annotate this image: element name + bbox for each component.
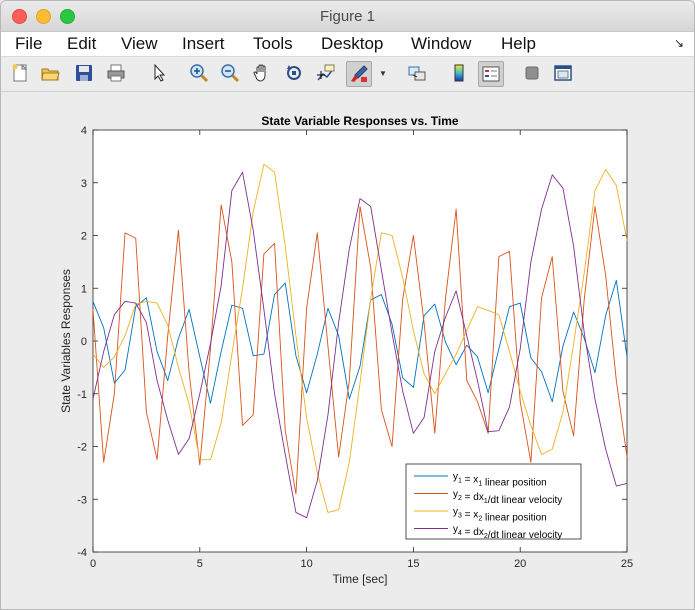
minimize-window-button[interactable] <box>36 9 51 24</box>
title-bar[interactable]: Figure 1 <box>1 1 694 32</box>
zoom-in-icon[interactable] <box>188 62 210 84</box>
save-icon[interactable] <box>73 62 95 84</box>
x-axis-label: Time [sec] <box>333 572 388 586</box>
series-line-y3[interactable] <box>92 163 628 513</box>
show-plot-tools-icon[interactable] <box>552 62 574 84</box>
menu-file[interactable]: File <box>15 34 43 53</box>
x-tick-label: 0 <box>90 558 96 570</box>
y-tick-label: 0 <box>81 336 87 348</box>
menu-help[interactable]: Help <box>501 34 536 53</box>
y-tick-label: -1 <box>77 389 87 401</box>
data-cursor-icon[interactable] <box>315 62 337 84</box>
rotate-3d-icon[interactable] <box>283 62 305 84</box>
y-tick-label: -2 <box>77 442 87 454</box>
legend-icon[interactable] <box>478 61 504 87</box>
series-lines <box>92 163 628 519</box>
series-line-y2[interactable] <box>92 204 628 495</box>
figure-plot-area: State Variable Responses vs. Time Time [… <box>59 114 633 586</box>
x-tick-label: 10 <box>300 558 312 570</box>
pointer-icon[interactable] <box>149 62 171 84</box>
series-line-y1[interactable] <box>92 279 628 404</box>
hide-plot-tools-icon[interactable] <box>521 62 543 84</box>
y-tick-label: 3 <box>81 178 87 190</box>
legend-label: y4 = dx2/dt linear velocity <box>453 524 562 541</box>
link-plot-icon[interactable] <box>406 62 428 84</box>
brush-dropdown-icon[interactable]: ▼ <box>379 69 387 78</box>
axis-ticks: 0 5 10 15 20 25 -4 -3 -2 -1 0 1 2 3 4 <box>77 125 633 570</box>
menu-window[interactable]: Window <box>411 34 472 53</box>
zoom-window-button[interactable] <box>60 9 75 24</box>
x-tick-label: 5 <box>197 558 203 570</box>
y-tick-label: 4 <box>81 125 87 137</box>
figure-toolbar: ▼ <box>1 57 694 92</box>
menu-edit[interactable]: Edit <box>67 34 97 53</box>
window-title: Figure 1 <box>319 8 376 25</box>
menu-desktop[interactable]: Desktop <box>321 34 384 53</box>
y-tick-label: 2 <box>81 231 87 243</box>
legend-label: y2 = dx1/dt linear velocity <box>453 489 562 506</box>
open-file-icon[interactable] <box>39 62 61 84</box>
y-axis-label: State Variables Responses <box>59 269 73 413</box>
chart-title: State Variable Responses vs. Time <box>261 114 459 128</box>
y-tick-label: 1 <box>81 283 87 295</box>
series-line-y4[interactable] <box>92 171 628 519</box>
colorbar-icon[interactable] <box>448 62 470 84</box>
menu-tools[interactable]: Tools <box>253 34 293 53</box>
x-tick-label: 20 <box>514 558 526 570</box>
x-tick-label: 25 <box>621 558 633 570</box>
legend-label: y1 = x1 linear position <box>453 472 547 489</box>
menu-view[interactable]: View <box>121 34 158 53</box>
chevron-down-icon[interactable]: ↘ <box>673 36 684 50</box>
menu-bar: File Edit View Insert Tools Desktop Wind… <box>1 32 694 57</box>
print-icon[interactable] <box>105 62 127 84</box>
pan-hand-icon[interactable] <box>251 62 273 84</box>
legend-label: y3 = x2 linear position <box>453 507 547 524</box>
y-tick-label: -4 <box>77 547 87 559</box>
brush-icon[interactable] <box>346 61 372 87</box>
x-tick-label: 15 <box>407 558 419 570</box>
zoom-out-icon[interactable] <box>219 62 241 84</box>
close-window-button[interactable] <box>12 9 27 24</box>
menu-insert[interactable]: Insert <box>182 34 225 53</box>
y-tick-label: -3 <box>77 494 87 506</box>
new-figure-icon[interactable] <box>9 62 31 84</box>
